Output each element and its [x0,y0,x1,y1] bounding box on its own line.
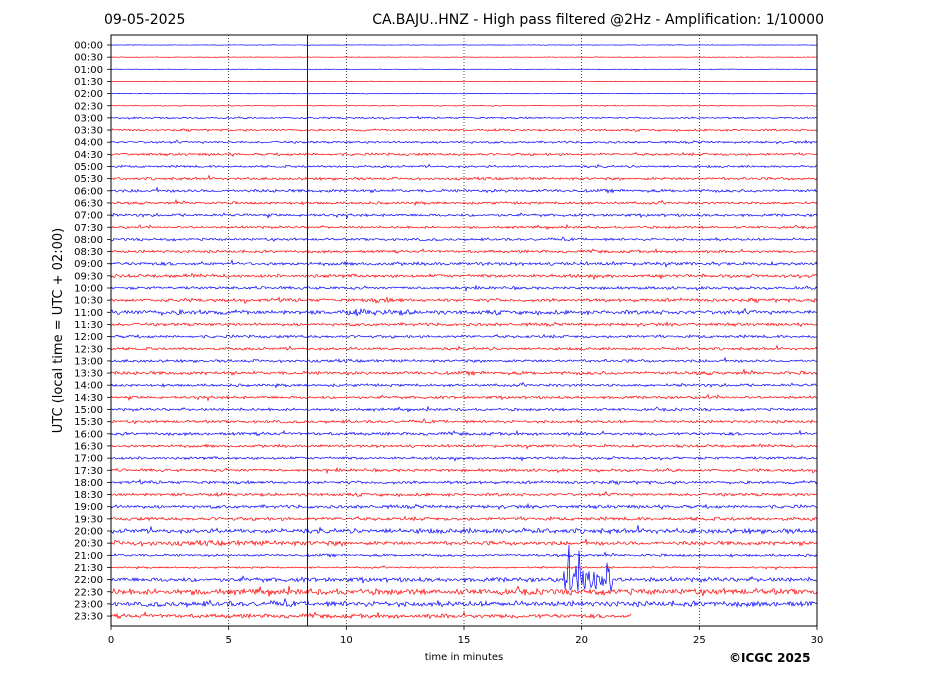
trace-row-1230 [110,344,818,351]
y-tick-label: 21:30 [74,563,103,574]
y-tick-label: 00:30 [74,53,103,64]
y-tick-label: 16:30 [74,441,103,452]
y-tick-label: 10:30 [74,296,103,307]
y-tick-label: 17:00 [74,454,103,465]
y-tick-label: 11:00 [74,308,103,319]
y-tick-label: 11:30 [74,320,103,331]
x-tick-label: 25 [693,635,706,646]
y-tick-label: 04:00 [74,138,103,149]
y-tick-label: 09:30 [74,271,103,282]
trace-row-1000 [110,284,818,293]
y-tick-label: 09:00 [74,259,103,270]
y-tick-label: 03:30 [74,126,103,137]
trace-row-0430 [110,151,818,157]
y-tick-label: 20:00 [74,527,103,538]
y-axis-label: UTC (local time = UTC + 02:00) [51,228,66,433]
y-tick-label: 01:30 [74,77,103,88]
trace-row-0330 [110,128,818,132]
trace-row-1430 [110,393,818,402]
y-tick-label: 18:30 [74,490,103,501]
y-tick-label: 16:00 [74,429,103,440]
y-tick-label: 12:00 [74,332,103,343]
trace-row-0230 [110,104,818,108]
y-tick-label: 13:00 [74,356,103,367]
y-tick-label: 00:00 [74,41,103,52]
trace-row-0300 [110,115,818,121]
y-tick-label: 20:30 [74,539,103,550]
x-tick-labels: 0 5 10 15 20 25 30 [108,626,824,646]
y-tick-label: 10:00 [74,284,103,295]
y-tick-label: 14:00 [74,381,103,392]
trace-row-0730 [110,223,818,231]
y-tick-label: 14:30 [74,393,103,404]
x-axis-label: time in minutes [425,652,504,663]
y-tick-label: 07:30 [74,223,103,234]
y-tick-label: 08:00 [74,235,103,246]
chart-date: 09-05-2025 [104,12,186,28]
y-tick-label: 22:30 [74,587,103,598]
trace-row-1130 [110,320,818,328]
x-tick-label: 5 [225,635,231,646]
copyright-notice: ©ICGC 2025 [729,651,811,665]
y-tick-label: 22:00 [74,575,103,586]
y-tick-label: 02:30 [74,101,103,112]
chart-title: CA.BAJU..HNZ - High pass filtered @2Hz -… [372,12,824,28]
trace-row-0400 [110,139,818,145]
x-tick-label: 20 [575,635,588,646]
y-tick-label: 18:00 [74,478,103,489]
y-tick-label: 01:00 [74,65,103,76]
y-tick-label: 08:30 [74,247,103,258]
plot-frame [110,34,818,627]
y-tick-label: 13:30 [74,369,103,380]
trace-row-1500 [110,405,818,413]
y-tick-label: 15:00 [74,405,103,416]
x-tick-label: 10 [340,635,353,646]
y-tick-label: 23:30 [74,612,103,623]
trace-row-0100 [110,68,818,71]
y-tick-label: 23:00 [74,599,103,610]
y-tick-label: 17:30 [74,466,103,477]
trace-row-0600 [110,186,818,194]
y-tick-label: 04:30 [74,150,103,161]
trace-row-1400 [110,381,818,389]
y-tick-label: 06:30 [74,198,103,209]
x-tick-label: 15 [458,635,471,646]
y-tick-label: 07:00 [74,211,103,222]
trace-rows [110,44,818,620]
y-tick-label: 19:30 [74,514,103,525]
x-tick-label: 30 [811,635,824,646]
y-tick-label: 15:30 [74,417,103,428]
trace-row-2000 [110,525,818,535]
trace-row-1300 [110,356,818,364]
y-tick-label: 05:00 [74,162,103,173]
y-tick-label: 21:00 [74,551,103,562]
y-tick-label: 19:00 [74,502,103,513]
y-tick-label: 06:00 [74,186,103,197]
y-tick-label: 12:30 [74,344,103,355]
trace-row-2130 [110,565,818,571]
y-tick-label: 03:00 [74,113,103,124]
trace-row-0030 [110,56,818,58]
y-tick-label: 02:00 [74,89,103,100]
trace-row-2330 [110,611,632,620]
vertical-gridlines [228,35,700,626]
x-tick-label: 0 [108,635,114,646]
y-tick-label: 05:30 [74,174,103,185]
trace-row-0130 [110,80,818,83]
trace-row-0200 [110,92,818,95]
